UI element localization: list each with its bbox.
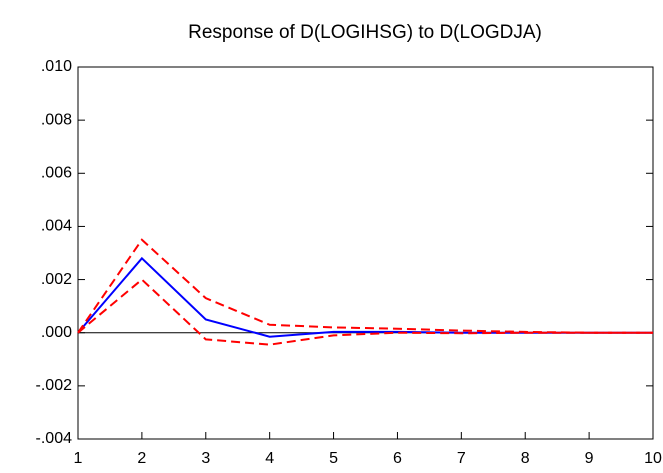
x-tick-label: 5 bbox=[329, 450, 338, 467]
x-tick-label: 9 bbox=[585, 450, 594, 467]
x-tick-label: 7 bbox=[457, 450, 466, 467]
x-tick-label: 8 bbox=[521, 450, 530, 467]
x-tick-label: 3 bbox=[201, 450, 210, 467]
y-tick-label: .000 bbox=[41, 324, 72, 341]
x-tick-label: 10 bbox=[644, 450, 662, 467]
plot-frame bbox=[77, 66, 654, 440]
series-line bbox=[77, 256, 653, 338]
y-tick-label: -.002 bbox=[36, 377, 73, 394]
x-tick-label: 4 bbox=[265, 450, 274, 467]
series-line bbox=[77, 238, 653, 334]
chart-title: Response of D(LOGIHSG) to D(LOGDJA) bbox=[188, 22, 542, 43]
y-tick-label: .004 bbox=[41, 218, 72, 235]
x-tick-label: 2 bbox=[137, 450, 146, 467]
y-tick-label: .008 bbox=[41, 111, 72, 128]
y-tick-label: .010 bbox=[41, 58, 72, 75]
x-tick-label: 6 bbox=[393, 450, 402, 467]
x-tick-label: 1 bbox=[74, 450, 83, 467]
y-tick-label: .006 bbox=[41, 165, 72, 182]
y-tick-label: -.004 bbox=[36, 430, 73, 447]
series-line bbox=[77, 278, 653, 346]
y-tick-label: .002 bbox=[41, 271, 72, 288]
